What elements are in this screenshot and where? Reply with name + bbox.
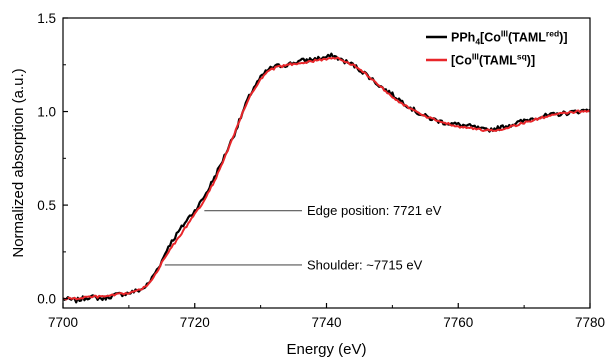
x-tick-label: 7760 (443, 315, 473, 330)
series-line-2 (63, 56, 590, 301)
annotation-layer: Edge position: 7721 eV Shoulder: ~7715 eV (164, 203, 442, 272)
axis-ticks: 7700 7720 7740 7760 7780 0.0 0.5 1.0 1.5 (37, 11, 605, 330)
x-tick-label: 7780 (575, 315, 605, 330)
y-tick-label: 0.5 (37, 198, 56, 213)
legend-label-2: [CoIII(TAMLsq)] (451, 52, 535, 68)
y-tick-label: 1.0 (37, 105, 56, 120)
x-tick-label: 7740 (311, 315, 341, 330)
x-tick-label: 7720 (180, 315, 210, 330)
series-layer (63, 52, 590, 304)
annotation-label: Edge position: 7721 eV (307, 203, 442, 218)
y-tick-label: 1.5 (37, 11, 56, 26)
y-tick-label: 0.0 (37, 292, 56, 307)
legend: PPh4[CoIII(TAMLred)] [CoIII(TAMLsq)] (426, 29, 567, 68)
x-tick-label: 7700 (48, 315, 78, 330)
annotation-label: Shoulder: ~7715 eV (307, 257, 423, 272)
x-axis-title: Energy (eV) (286, 341, 366, 357)
legend-label-1: PPh4[CoIII(TAMLred)] (451, 29, 567, 47)
y-axis-title: Normalized absorption (a.u.) (10, 68, 27, 257)
